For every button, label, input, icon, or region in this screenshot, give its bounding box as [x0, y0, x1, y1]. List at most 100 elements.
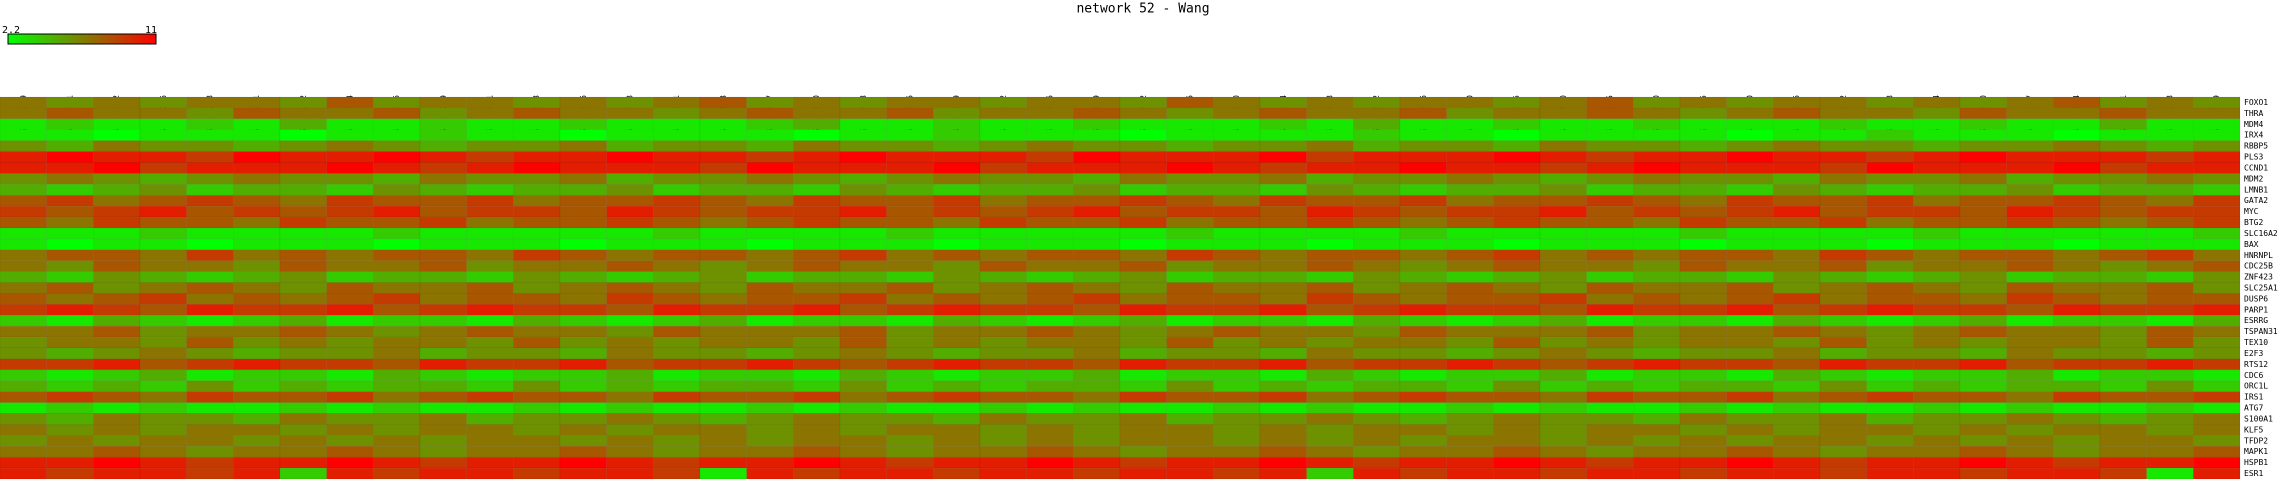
heatmap-cell [1913, 413, 1961, 425]
heatmap-cell [653, 107, 701, 120]
heatmap-cell [2146, 140, 2194, 152]
heatmap-cell [979, 358, 1027, 371]
heatmap-cell [233, 456, 281, 469]
heatmap-cell [2193, 151, 2241, 163]
heatmap-cell [279, 96, 327, 109]
heatmap-cell [1026, 402, 1074, 414]
heatmap-cell [1773, 369, 1821, 382]
heatmap-cell [1259, 467, 1307, 480]
heatmap-cell [606, 315, 654, 327]
heatmap-cell [1633, 293, 1681, 305]
heatmap-cell [1726, 271, 1774, 283]
heatmap-cell [1959, 96, 2007, 109]
heatmap-cell [1726, 238, 1774, 251]
heatmap-cell [0, 151, 47, 163]
heatmap-cell [933, 129, 981, 141]
heatmap-cell [2146, 304, 2194, 316]
heatmap-cell [513, 336, 561, 349]
heatmap-cell [279, 380, 327, 392]
row-label: LMNB1 [2244, 185, 2268, 194]
heatmap-cell [886, 96, 934, 109]
heatmap-cell [1679, 173, 1727, 185]
heatmap-cell [979, 107, 1027, 120]
heatmap-cell [933, 391, 981, 403]
heatmap-cell [1259, 194, 1307, 207]
heatmap-cell [1026, 358, 1074, 371]
heatmap-cell [1913, 380, 1961, 392]
heatmap-cell [2006, 446, 2054, 458]
heatmap-cell [1073, 424, 1121, 436]
heatmap-cell [1866, 369, 1914, 382]
heatmap-cell [1866, 347, 1914, 360]
heatmap-cell [1399, 227, 1447, 240]
heatmap-cell [46, 413, 94, 425]
heatmap-cell [1633, 456, 1681, 469]
heatmap-cell [2053, 435, 2101, 447]
heatmap-cell [793, 249, 841, 261]
heatmap-cell [1446, 216, 1494, 229]
heatmap-cell [1679, 325, 1727, 338]
heatmap-cell [839, 184, 887, 196]
heatmap-cell [1633, 424, 1681, 436]
heatmap-cell [1866, 402, 1914, 414]
heatmap-cell [139, 162, 187, 174]
heatmap-cell [466, 315, 514, 327]
heatmap-cell [933, 325, 981, 338]
heatmap-cell [139, 173, 187, 185]
heatmap-cell [1959, 173, 2007, 185]
heatmap-cell [2099, 184, 2147, 196]
heatmap-cell [1913, 249, 1961, 261]
heatmap-cell [699, 304, 747, 316]
heatmap-cell [1493, 456, 1541, 469]
heatmap-cell [93, 424, 141, 436]
heatmap-cell [2053, 358, 2101, 371]
heatmap-cell [1026, 435, 1074, 447]
heatmap-cell [746, 107, 794, 120]
heatmap-cell [466, 107, 514, 120]
heatmap-cell [699, 402, 747, 414]
heatmap-cell [1866, 205, 1914, 218]
heatmap-cell [326, 369, 374, 382]
heatmap-cell [559, 315, 607, 327]
heatmap-cell [1353, 271, 1401, 283]
heatmap-cell [233, 184, 281, 196]
heatmap-cell [1493, 151, 1541, 163]
heatmap-cell [979, 402, 1027, 414]
heatmap-cell [1353, 336, 1401, 349]
heatmap-cell [1073, 140, 1121, 152]
heatmap-cell [746, 402, 794, 414]
heatmap-cell [2053, 413, 2101, 425]
heatmap-cell [1679, 107, 1727, 120]
heatmap-cell [653, 380, 701, 392]
heatmap-cell [233, 260, 281, 272]
heatmap-cell [1119, 216, 1167, 229]
heatmap-cell [46, 194, 94, 207]
heatmap-cell [93, 347, 141, 360]
heatmap-cell [1819, 173, 1867, 185]
heatmap-cell [279, 315, 327, 327]
heatmap-cell [93, 446, 141, 458]
row-label: ESR1 [2244, 469, 2263, 478]
heatmap-cell [279, 435, 327, 447]
heatmap-cell [2006, 358, 2054, 371]
heatmap-cell [1633, 216, 1681, 229]
heatmap-cell [513, 304, 561, 316]
heatmap-cell [93, 216, 141, 229]
heatmap-cell [2146, 358, 2194, 371]
heatmap-cell [233, 293, 281, 305]
heatmap-cell [1073, 184, 1121, 196]
heatmap-cell [46, 315, 94, 327]
heatmap-cell [0, 293, 47, 305]
heatmap-cell [466, 227, 514, 240]
heatmap-cell [1353, 216, 1401, 229]
heatmap-cell [839, 369, 887, 382]
heatmap-cell [1259, 260, 1307, 272]
heatmap-cell [886, 358, 934, 371]
heatmap-cell [559, 238, 607, 251]
heatmap-cell [1679, 194, 1727, 207]
heatmap-cell [233, 249, 281, 261]
heatmap-cell [1026, 129, 1074, 141]
heatmap-cell [1866, 151, 1914, 163]
heatmap-cell [746, 118, 794, 130]
heatmap-cell [1259, 271, 1307, 283]
